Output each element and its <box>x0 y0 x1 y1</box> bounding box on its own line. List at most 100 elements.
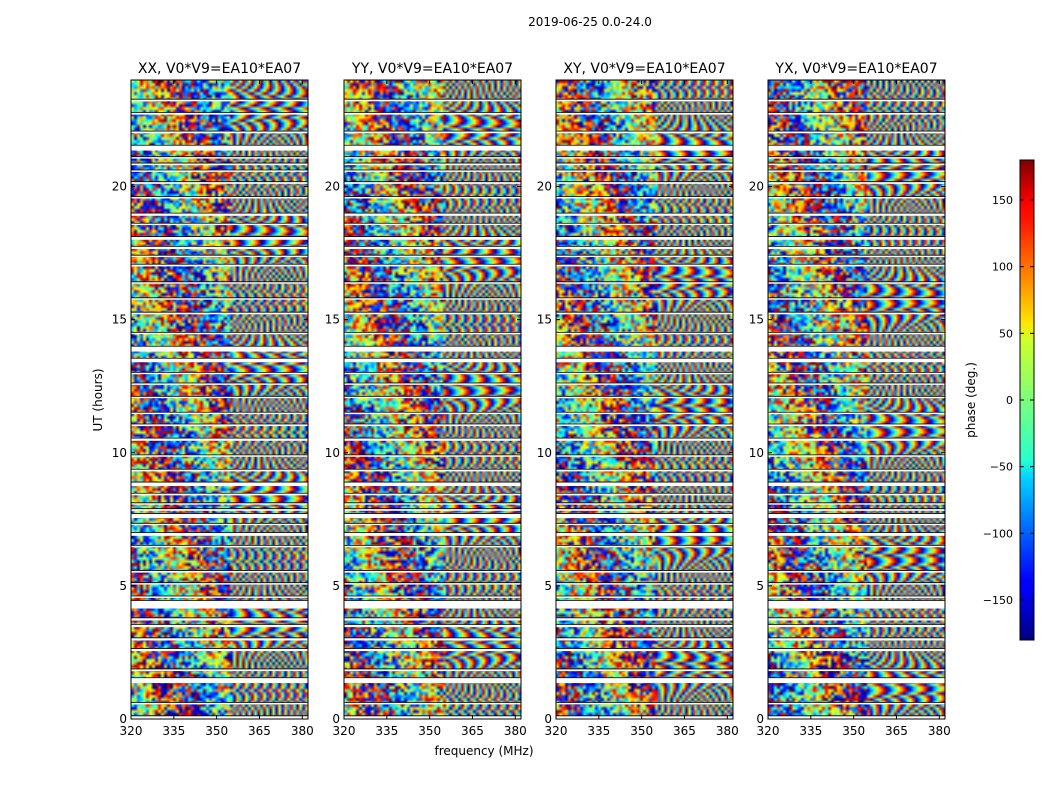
flagged-band <box>344 297 521 300</box>
flagged-band <box>344 600 521 609</box>
colorbar-tick-label: 100 <box>992 261 1013 274</box>
flagged-band <box>768 668 945 672</box>
colorbar: −150 −100 −50 0 50 100 150 phase (deg.) <box>964 159 1035 641</box>
flagged-band <box>131 312 308 315</box>
y-tick-label: 10 <box>749 446 764 460</box>
flagged-band <box>344 264 521 267</box>
flagged-band <box>768 223 945 226</box>
colorbar-tick-label: 50 <box>999 327 1013 340</box>
flagged-band <box>344 236 521 240</box>
flagged-band <box>131 637 308 641</box>
flagged-band <box>131 264 308 267</box>
colorbar-tick-label: −50 <box>990 461 1013 474</box>
flagged-band <box>556 196 733 199</box>
flagged-band <box>344 508 521 511</box>
panel-frame <box>343 79 522 720</box>
flagged-band <box>768 423 945 427</box>
flagged-band <box>768 677 945 684</box>
flagged-band <box>344 332 521 335</box>
flagged-band <box>131 617 308 621</box>
y-tick-label: 5 <box>119 579 127 593</box>
flagged-band <box>556 570 733 573</box>
flagged-band <box>344 196 521 199</box>
flagged-band <box>131 281 308 284</box>
flagged-band <box>768 469 945 472</box>
flagged-band <box>131 502 308 505</box>
flagged-band <box>344 482 521 487</box>
flagged-band <box>131 702 308 705</box>
flagged-band <box>131 668 308 672</box>
flagged-band <box>344 181 521 184</box>
flagged-band <box>768 412 945 415</box>
flagged-band <box>556 297 733 300</box>
panel-1: XX, V0*V9=EA10*EA07 320 335 350 365 380 0 5 10 15… <box>112 61 314 738</box>
flagged-band <box>344 372 521 375</box>
flagged-band <box>344 454 521 457</box>
panel-4: YX, V0*V9=EA10*EA07 320 335 350 365 380 0 5 10 15… <box>749 61 951 738</box>
flagged-band <box>556 99 733 102</box>
flagged-band <box>768 502 945 505</box>
panel-title: YY, V0*V9=EA10*EA07 <box>351 61 513 77</box>
flagged-band <box>131 412 308 415</box>
flagged-band <box>131 382 308 385</box>
flagged-band <box>768 702 945 705</box>
flagged-band <box>344 648 521 652</box>
flagged-band <box>556 412 733 415</box>
flagged-band <box>344 312 521 315</box>
x-tick-label: 380 <box>504 724 527 738</box>
flagged-band <box>768 600 945 609</box>
flagged-band <box>131 469 308 472</box>
flagged-band <box>768 595 945 598</box>
flagged-band <box>344 156 521 159</box>
flagged-band <box>768 715 945 719</box>
flagged-band <box>556 169 733 172</box>
colorbar-label: phase (deg.) <box>964 362 978 438</box>
y-tick-label: 5 <box>544 579 552 593</box>
x-tick-label: 365 <box>673 724 696 738</box>
flagged-band <box>344 595 521 598</box>
x-tick-label: 320 <box>545 724 568 738</box>
flagged-band <box>768 213 945 216</box>
flagged-band <box>768 145 945 151</box>
flagged-band <box>131 196 308 199</box>
flagged-band <box>768 624 945 628</box>
y-tick-label: 15 <box>325 313 340 327</box>
flagged-band <box>768 297 945 300</box>
colorbar-tick-label: 0 <box>1006 394 1013 407</box>
flagged-band <box>131 213 308 216</box>
x-tick-label: 335 <box>375 724 398 738</box>
x-tick-label: 335 <box>587 724 610 738</box>
flagged-band <box>768 582 945 585</box>
flagged-band <box>768 396 945 399</box>
flagged-band <box>344 112 521 115</box>
flagged-band <box>556 246 733 250</box>
flagged-band <box>556 508 733 511</box>
colorbar-ticks: −150 −100 −50 0 50 100 150 <box>983 194 1034 607</box>
flagged-band <box>768 570 945 573</box>
flagged-band <box>768 131 945 134</box>
flagged-band <box>556 358 733 363</box>
flagged-band <box>768 236 945 240</box>
flagged-band <box>556 523 733 526</box>
flagged-band <box>131 493 308 496</box>
flagged-band <box>768 523 945 526</box>
flagged-band <box>131 532 308 536</box>
flagged-band <box>344 396 521 399</box>
flagged-band <box>344 668 521 672</box>
flagged-band <box>556 423 733 427</box>
flagged-band <box>768 454 945 457</box>
flagged-band <box>131 358 308 363</box>
flagged-band <box>556 454 733 457</box>
flagged-band <box>344 169 521 172</box>
colorbar-tick-label: −100 <box>983 527 1013 540</box>
flagged-band <box>131 145 308 151</box>
figure-suptitle: 2019-06-25 0.0-24.0 <box>528 15 652 29</box>
flagged-band <box>556 668 733 672</box>
x-tick-label: 380 <box>291 724 314 738</box>
flagged-band <box>131 624 308 628</box>
x-tick-label: 365 <box>885 724 908 738</box>
flagged-band <box>344 702 521 705</box>
flagged-band <box>344 163 521 166</box>
flagged-band <box>131 513 308 518</box>
